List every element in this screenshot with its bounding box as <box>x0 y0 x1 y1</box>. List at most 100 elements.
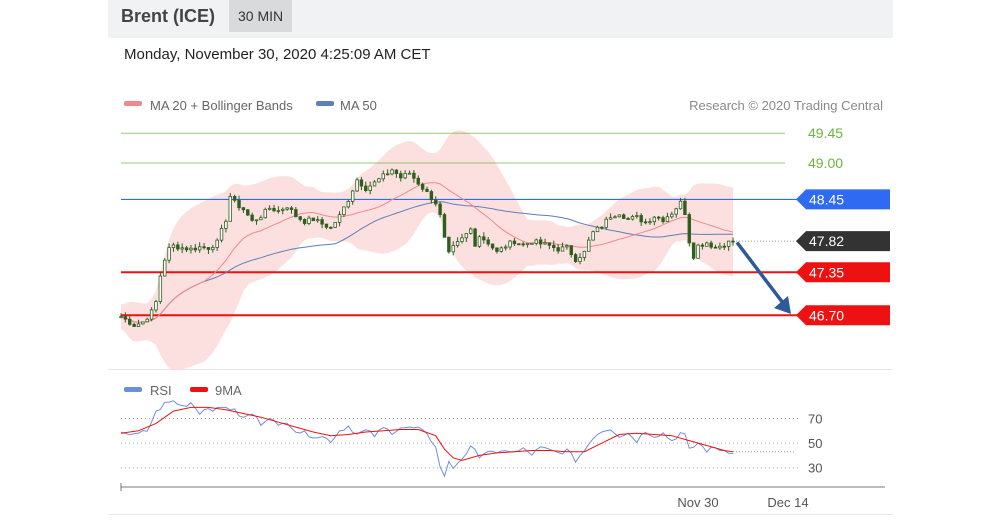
candle-body <box>643 221 648 224</box>
candle-body <box>128 318 132 325</box>
candle-body <box>573 254 578 262</box>
candle-body <box>241 207 246 211</box>
candle-body <box>237 199 241 209</box>
candle-body <box>206 247 211 250</box>
candle-body <box>547 242 552 246</box>
candle-body <box>587 239 591 252</box>
x-tick-label: Nov 30 <box>677 495 718 510</box>
candle-body <box>399 173 403 179</box>
rsi-legend-swatch <box>124 387 142 392</box>
candle-body <box>294 209 298 218</box>
candle-body <box>469 228 473 234</box>
current-price-tag <box>796 231 890 252</box>
resistance-label: 48.45 <box>809 191 844 207</box>
candle-body <box>464 233 469 239</box>
candle-body <box>324 223 329 228</box>
candle-body <box>307 217 311 224</box>
forecast-arrow <box>735 241 785 305</box>
candle-body <box>604 218 608 228</box>
candle-body <box>582 250 587 258</box>
candle-body <box>713 246 718 249</box>
candle-body <box>508 240 512 248</box>
candle-body <box>656 216 661 219</box>
candle-body <box>167 247 171 261</box>
candle-body <box>495 247 499 252</box>
candle-body <box>132 323 136 327</box>
candle-body <box>499 247 504 252</box>
candle-body <box>477 236 482 247</box>
candle-body <box>595 226 600 233</box>
candle-body <box>394 169 399 175</box>
bottom-divider <box>108 514 893 515</box>
candle-body <box>517 243 521 246</box>
candle-body <box>691 242 696 259</box>
candle-body <box>224 220 228 229</box>
timeframe-badge[interactable]: 30 MIN <box>229 0 293 32</box>
candle-body <box>281 208 285 211</box>
candle-body <box>503 246 508 249</box>
candle-body <box>298 216 302 220</box>
rsi-chart: RSI 9MA 70 50 30 Nov 30 Dec 14 <box>120 383 885 510</box>
candle-body <box>202 246 206 249</box>
candle-body <box>661 217 665 223</box>
ma20-legend-label: MA 20 + Bollinger Bands <box>150 98 293 113</box>
candle-body <box>490 243 495 249</box>
bollinger-band <box>121 130 733 370</box>
candle-body <box>211 247 215 250</box>
candle-body <box>455 241 460 246</box>
candle-body <box>154 301 158 311</box>
candle-body <box>473 228 477 247</box>
candle-body <box>316 219 320 222</box>
candle-body <box>390 169 394 175</box>
ma20-legend-swatch <box>124 101 142 106</box>
rsi-ma-line <box>120 406 734 461</box>
candle-body <box>276 210 281 212</box>
candle-body <box>451 245 455 253</box>
candle-body <box>329 226 333 229</box>
candle-body <box>425 188 429 192</box>
candle-body <box>184 247 189 251</box>
candle-body <box>136 323 141 327</box>
candle-body <box>622 214 626 219</box>
candle-body <box>420 183 425 190</box>
candle-body <box>683 200 687 216</box>
candle-body <box>285 207 289 210</box>
candle-body <box>687 214 691 244</box>
candle-body <box>355 179 359 192</box>
candle-body <box>311 217 316 222</box>
ma50-legend-swatch <box>316 101 334 106</box>
candle-body <box>359 179 364 187</box>
instrument-title: Brent (ICE) <box>121 6 215 26</box>
forecast-arrowhead <box>774 295 791 314</box>
candle-body <box>652 216 657 223</box>
candle-body <box>560 246 565 252</box>
current-price-label: 47.82 <box>809 233 844 249</box>
candle-body <box>263 209 267 219</box>
support-tag <box>796 262 890 283</box>
candle-body <box>705 242 709 247</box>
candle-body <box>674 208 678 215</box>
pane-divider <box>108 369 893 370</box>
candle-body <box>696 244 700 259</box>
candle-body <box>377 178 381 183</box>
candle-body <box>342 206 346 216</box>
candle-body <box>302 219 307 224</box>
candle-body <box>521 243 525 246</box>
candle-body <box>219 227 224 241</box>
candle-body <box>438 203 442 215</box>
price-chart: MA 20 + Bollinger Bands MA 50 Research ©… <box>119 98 890 370</box>
candle-body <box>700 244 705 247</box>
ma20-line <box>120 182 734 323</box>
candle-body <box>259 217 263 221</box>
rsi-legend-label: RSI <box>150 383 172 398</box>
rsi-ma-legend-swatch <box>190 387 208 392</box>
candle-body <box>119 316 123 319</box>
candle-body <box>569 245 573 256</box>
candle-body <box>416 177 420 185</box>
candle-body <box>600 226 604 229</box>
candle-body <box>718 245 722 249</box>
candle-body <box>482 236 486 241</box>
candle-body <box>635 215 639 217</box>
candle-body <box>141 321 145 325</box>
candle-body <box>731 240 735 243</box>
